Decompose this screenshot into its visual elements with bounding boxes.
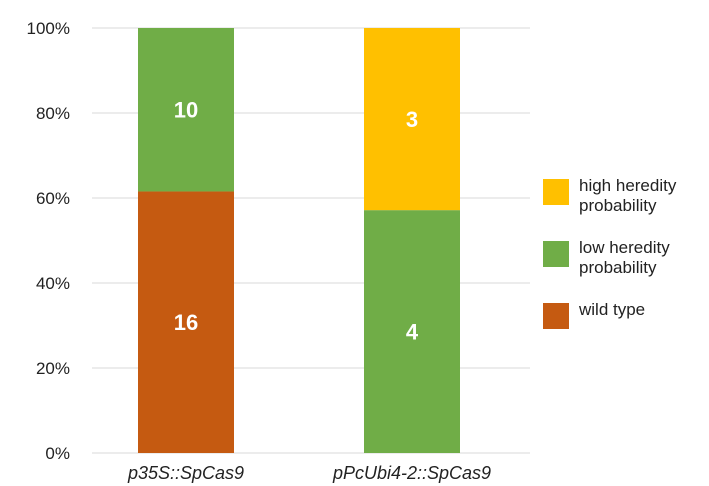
legend-item-low-heredity: low heredity probability xyxy=(543,238,709,278)
legend-swatch-high-heredity xyxy=(543,179,569,205)
y-tick-label: 0% xyxy=(45,444,70,463)
bar-value-label: 3 xyxy=(406,107,418,132)
x-category-label: pPcUbi4-2::SpCas9 xyxy=(332,463,491,483)
legend: high heredity probability low heredity p… xyxy=(543,176,709,351)
bar-value-label: 4 xyxy=(406,320,419,345)
x-axis-category-labels: p35S::SpCas9 pPcUbi4-2::SpCas9 xyxy=(127,463,491,483)
y-tick-label: 60% xyxy=(36,189,70,208)
y-tick-label: 40% xyxy=(36,274,70,293)
bar-segment-wild-type xyxy=(138,191,234,453)
y-tick-label: 20% xyxy=(36,359,70,378)
y-tick-label: 80% xyxy=(36,104,70,123)
legend-item-high-heredity: high heredity probability xyxy=(543,176,709,216)
bar-value-label: 16 xyxy=(174,310,198,335)
bar-segment-high-heredity-probability xyxy=(364,28,460,211)
legend-label-wild-type: wild type xyxy=(579,300,646,319)
bar-segment-low-heredity-probability xyxy=(138,28,234,192)
x-category-label: p35S::SpCas9 xyxy=(127,463,244,483)
legend-swatch-wild-type xyxy=(543,303,569,329)
bars: 16 10 4 3 xyxy=(138,28,460,453)
legend-label-low-heredity: low heredity probability xyxy=(579,238,670,277)
y-axis-tick-labels: 0% 20% 40% 60% 80% 100% xyxy=(27,19,70,463)
bar-segment-low-heredity-probability xyxy=(364,210,460,453)
legend-label-high-heredity: high heredity probability xyxy=(579,176,677,215)
legend-swatch-low-heredity xyxy=(543,241,569,267)
bar-value-label: 10 xyxy=(174,98,198,123)
legend-item-wild-type: wild type xyxy=(543,300,709,329)
y-tick-label: 100% xyxy=(27,19,70,38)
